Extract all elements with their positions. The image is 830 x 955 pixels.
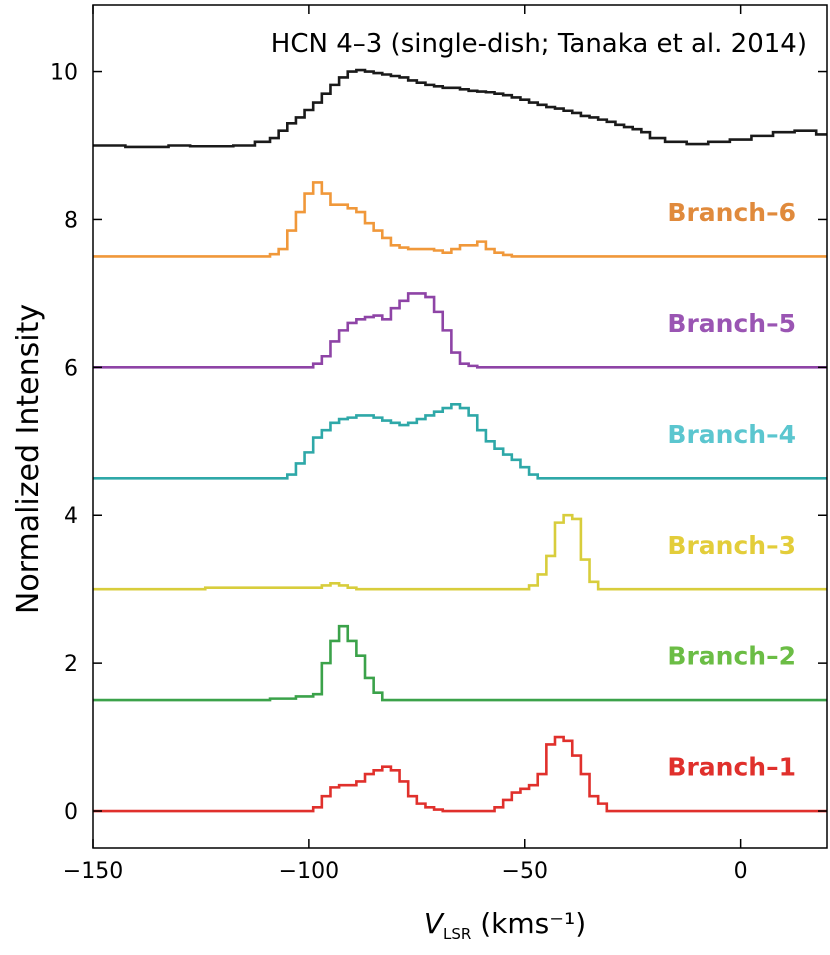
series-line-branch-2 xyxy=(93,624,827,702)
series-label-branch-4: Branch–4 xyxy=(667,420,796,449)
x-tick-label: 0 xyxy=(734,859,748,884)
x-axis-label-main: V xyxy=(424,907,445,940)
series-label-branch-2: Branch–2 xyxy=(667,642,796,671)
series-line-branch-4 xyxy=(93,403,827,480)
series-line-branch-5 xyxy=(93,292,827,369)
x-axis-label-sub: LSR xyxy=(443,925,471,943)
series-label-branch-1: Branch–1 xyxy=(667,753,796,782)
x-axis-label-units: (kms⁻¹) xyxy=(471,907,586,940)
series-label-branch-3: Branch–3 xyxy=(667,531,796,560)
series-line-branch-3 xyxy=(93,513,827,591)
x-tick-label: −150 xyxy=(63,859,123,884)
series-label-branch-6: Branch–6 xyxy=(667,198,796,227)
y-tick-label: 0 xyxy=(64,800,78,825)
ticks-layer: −150 −100 −50 0 0 2 4 6 8 10 xyxy=(50,5,827,884)
series-layer xyxy=(93,68,827,813)
x-tick-label: −100 xyxy=(279,859,339,884)
y-tick-label: 10 xyxy=(50,61,78,86)
series-line-branch-6 xyxy=(93,181,827,258)
plot-frame xyxy=(92,4,828,849)
chart-title: HCN 4–3 (single-dish; Tanaka et al. 2014… xyxy=(271,29,807,59)
series-label-branch-5: Branch–5 xyxy=(667,309,796,338)
x-tick-label: −50 xyxy=(502,859,548,884)
series-line-branch-1 xyxy=(93,735,827,813)
y-tick-label: 4 xyxy=(64,504,78,529)
x-axis-label: VLSR (kms⁻¹) xyxy=(424,907,586,943)
y-axis-label: Normalized Intensity xyxy=(11,304,46,614)
y-tick-label: 2 xyxy=(64,652,78,677)
y-tick-label: 6 xyxy=(64,356,78,381)
labels-layer: Branch–6 Branch–5 Branch–4 Branch–3 Branch–2… xyxy=(667,198,796,782)
y-tick-label: 8 xyxy=(64,208,78,233)
series-line-hcn-4-3-single-dish-tanaka-et-al-2014 xyxy=(93,68,827,149)
